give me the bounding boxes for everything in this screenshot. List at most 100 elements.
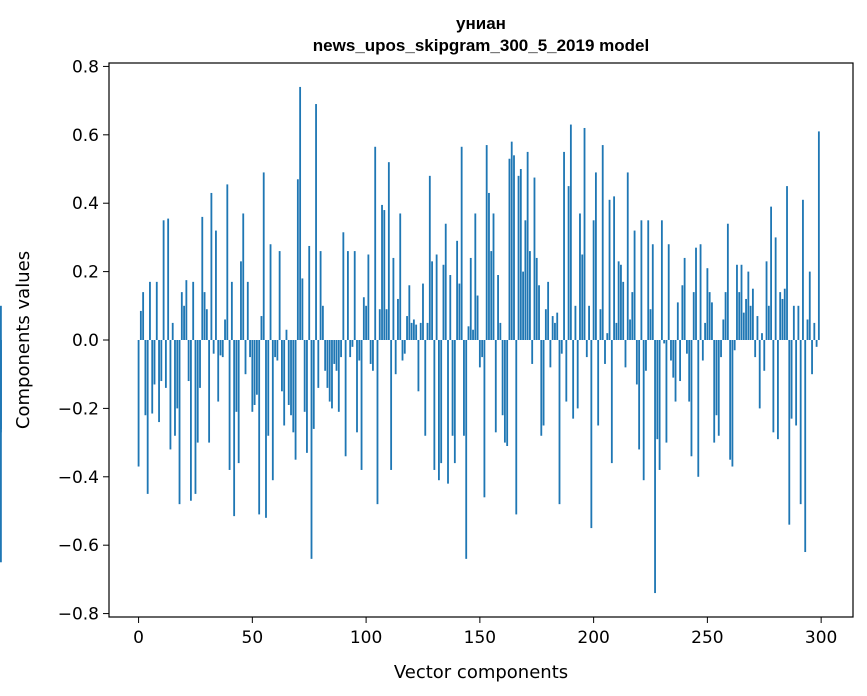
bar (524, 220, 527, 340)
bar (501, 340, 504, 416)
bar (490, 251, 493, 340)
bar (540, 340, 543, 436)
bar (212, 340, 215, 354)
bar (797, 305, 800, 340)
bar (233, 340, 236, 517)
bar (469, 257, 472, 340)
bar (510, 141, 513, 340)
bar (645, 340, 647, 371)
chart-subtitle: news_upos_skipgram_300_5_2019 model (313, 36, 649, 55)
bar (194, 340, 197, 494)
bar (808, 271, 811, 340)
bar (342, 232, 345, 340)
bar (278, 251, 281, 340)
bar (670, 340, 672, 361)
bar (538, 285, 540, 340)
bar (408, 285, 411, 340)
bar (485, 145, 488, 340)
bar (392, 257, 395, 340)
bar (483, 340, 486, 498)
bar (385, 309, 388, 340)
bar (508, 158, 511, 340)
bar (337, 340, 340, 412)
bar (310, 340, 313, 559)
bar (492, 213, 495, 340)
bar (463, 340, 465, 436)
bar (219, 340, 222, 356)
bar (686, 340, 688, 354)
bar (372, 340, 374, 371)
bar (217, 340, 220, 402)
bar (378, 309, 381, 340)
bar (399, 213, 402, 340)
bar (260, 316, 263, 340)
bar (667, 244, 670, 340)
bar (683, 257, 686, 340)
bar (283, 340, 286, 426)
bar (597, 340, 600, 426)
bar (235, 340, 238, 412)
bar (513, 155, 515, 340)
bar (162, 220, 165, 340)
bar (290, 340, 292, 416)
bar (786, 186, 788, 340)
bar (281, 340, 283, 392)
bar (617, 261, 620, 340)
bar (497, 275, 499, 340)
bar (711, 302, 713, 340)
y-tick-label: −0.8 (58, 605, 99, 625)
bar (713, 340, 716, 443)
bar (296, 179, 299, 340)
bar (740, 264, 743, 340)
bar (306, 340, 308, 453)
y-axis-label: Components values (13, 251, 34, 429)
bar (747, 271, 750, 340)
bar (572, 340, 575, 419)
x-tick-label: 300 (805, 628, 837, 648)
bar (453, 340, 456, 464)
bar (770, 206, 772, 340)
bar (294, 340, 297, 460)
bar (660, 220, 663, 340)
bar (208, 340, 211, 443)
bar (276, 340, 279, 361)
y-tick-label: −0.2 (58, 399, 99, 419)
y-tick-label: 0.2 (72, 263, 99, 283)
bar (367, 254, 370, 340)
bar (171, 322, 174, 340)
bar (265, 340, 267, 518)
bar (515, 340, 518, 515)
bar (324, 340, 327, 371)
bar (542, 340, 545, 426)
bar (806, 319, 809, 340)
bar (362, 297, 365, 340)
bar (751, 288, 754, 340)
bar (615, 322, 618, 340)
bar (376, 340, 379, 505)
bar (799, 340, 802, 505)
bar (387, 162, 390, 340)
bar (692, 292, 695, 340)
bar (581, 254, 584, 340)
bar (604, 340, 606, 364)
bar (196, 340, 199, 443)
bar (574, 305, 577, 340)
bar (340, 340, 342, 358)
bar (688, 340, 691, 402)
y-tick-label: −0.4 (58, 468, 99, 488)
bar (590, 340, 593, 529)
bar (519, 169, 522, 340)
bar (160, 340, 163, 382)
bar (626, 172, 629, 340)
bar (649, 309, 652, 340)
bar (315, 104, 317, 340)
bar (333, 340, 336, 364)
y-tick-label: 0.4 (72, 194, 99, 214)
bar (456, 240, 459, 340)
bar (0, 305, 2, 340)
bar (783, 288, 786, 340)
x-tick-label: 200 (577, 628, 609, 648)
bar (351, 340, 354, 347)
chart-title: униан (456, 14, 506, 33)
bar (674, 340, 677, 402)
